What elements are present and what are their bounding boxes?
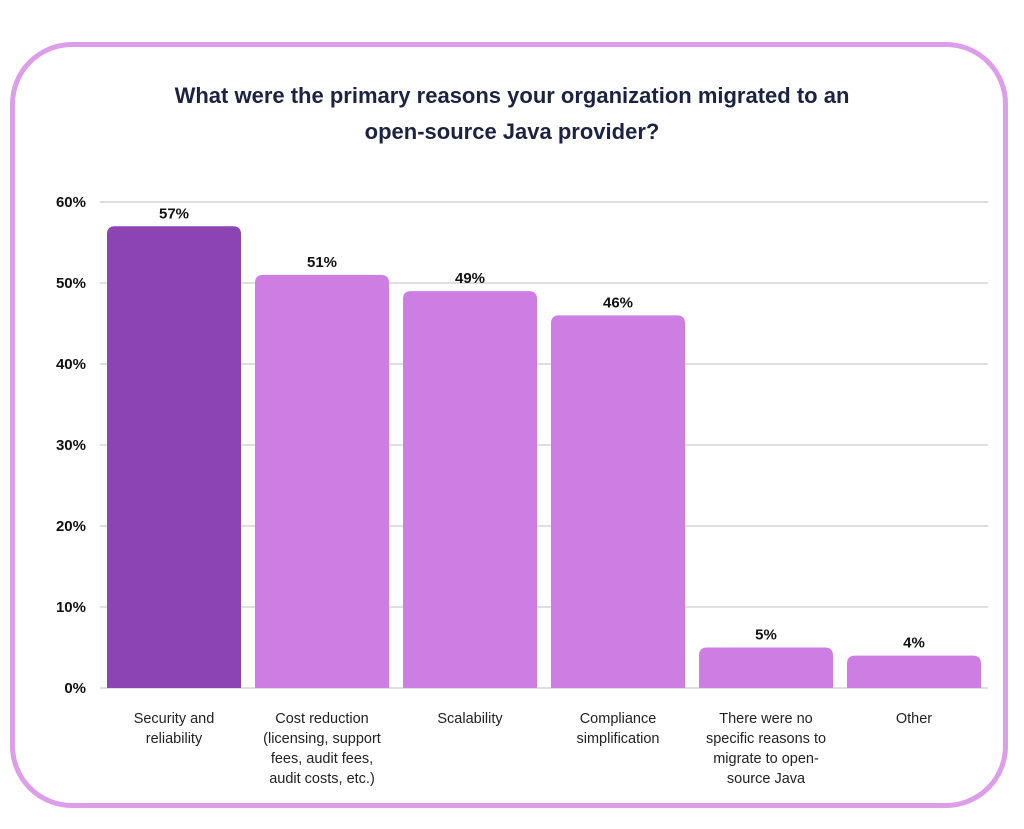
category-label-line: (licensing, support [263,731,381,747]
category-label-line: Security and [134,711,215,727]
data-label: 49% [455,270,485,287]
bar [107,226,241,689]
y-tick-label: 40% [56,356,86,373]
bar [847,655,981,688]
y-tick-label: 20% [56,518,86,535]
data-label: 57% [159,205,189,222]
chart-title-line-1: What were the primary reasons your organ… [174,83,850,108]
data-label: 51% [307,254,337,271]
category-label-line: fees, audit fees, [271,751,373,767]
y-tick-label: 60% [56,194,86,211]
category-label: Security and reliability [134,711,215,747]
chart-title: What were the primary reasons your organ… [0,78,1024,150]
category-label-line: Other [896,711,932,727]
bar [551,315,685,688]
category-label: Cost reduction (licensing, support fees, a… [263,711,381,787]
y-tick-label: 0% [64,680,86,697]
bar [403,291,537,688]
category-label-line: Scalability [437,711,503,727]
y-tick-label: 10% [56,599,86,616]
category-label: Scalability [437,711,503,727]
data-label: 4% [903,635,925,652]
category-label-line: migrate to open- [713,751,819,767]
category-label-line: Compliance [580,711,657,727]
data-label: 46% [603,294,633,311]
category-label-line: simplification [577,731,660,747]
y-tick-label: 30% [56,437,86,454]
category-label-line: audit costs, etc.) [269,771,375,787]
chart-frame [10,42,1008,808]
bar [699,647,833,688]
data-label: 5% [755,627,777,644]
category-label-line: source Java [727,771,806,787]
bar [255,274,389,688]
category-label-line: Cost reduction [275,711,369,727]
category-label-line: specific reasons to [706,731,826,747]
category-label: Other [896,711,932,727]
category-label: There were no specific reasons to migrate … [706,711,826,787]
y-tick-label: 50% [56,275,86,292]
category-label: Compliance simplification [577,711,660,747]
category-label-line: There were no [719,711,813,727]
chart-title-line-2: open-source Java provider? [364,119,660,144]
category-label-line: reliability [146,731,203,747]
